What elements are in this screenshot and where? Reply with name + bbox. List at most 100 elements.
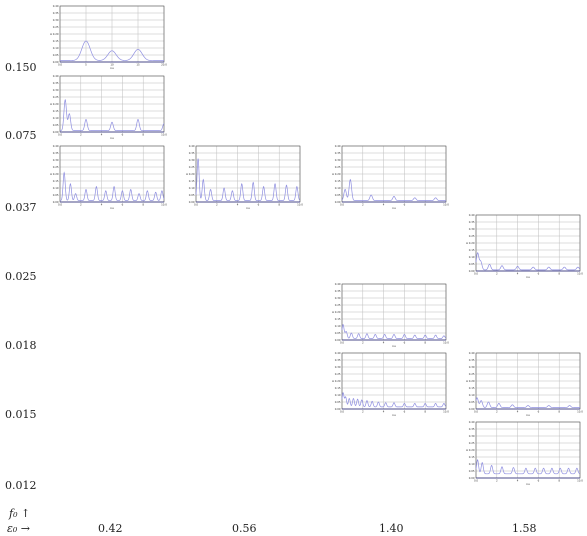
x-tick-label: 6 xyxy=(404,409,406,413)
panel-y-label: A xyxy=(50,32,53,36)
series-line xyxy=(475,397,580,408)
y-tick-label: 0.30 xyxy=(469,227,475,231)
x-tick-label: 0.0 xyxy=(474,409,478,413)
y-tick-label: 0.05 xyxy=(335,331,341,335)
x-tick-label: 0.0 xyxy=(340,409,344,413)
y-tick-label: 0.15 xyxy=(469,455,475,459)
x-tick-label: 0.0 xyxy=(340,202,344,206)
row-label-1: 0.075 xyxy=(5,129,37,142)
x-tick-label: 8 xyxy=(424,340,426,344)
panel-x-label: nu xyxy=(392,344,396,348)
y-tick-label: 0.15 xyxy=(189,179,195,183)
y-tick-label: 0.30 xyxy=(469,365,475,369)
row-label-3: 0.025 xyxy=(5,270,37,283)
x-tick-label: 6 xyxy=(404,340,406,344)
x-tick-label: 0.0 xyxy=(340,340,344,344)
panel-f0.075-e0.42: 0.00 0.05 0.10 0.15 0.20 0.25 0.30 0.35 0.40 0.0 2… xyxy=(50,74,167,140)
y-tick-label: 0.10 xyxy=(53,116,59,120)
panel-f0.037-e0.42: 0.00 0.05 0.10 0.15 0.20 0.25 0.30 0.35 0.40 0.0 2… xyxy=(50,144,167,210)
y-tick-label: 0.40 xyxy=(469,213,475,217)
x-tick-label: 4 xyxy=(517,409,519,413)
panel-y-label: A xyxy=(186,172,189,176)
x-tick-label: 5 xyxy=(85,62,87,66)
y-tick-label: 0.15 xyxy=(53,179,59,183)
x-tick-label: 6 xyxy=(122,132,124,136)
y-tick-label: 0.40 xyxy=(53,74,59,78)
x-tick-label: 10 xyxy=(110,62,114,66)
y-tick-label: 0.30 xyxy=(53,88,59,92)
y-tick-label: 0.40 xyxy=(469,351,475,355)
series-line xyxy=(60,98,165,131)
panel-x-label: nu xyxy=(110,206,114,210)
panel-y-label: A xyxy=(466,241,469,245)
x-tick-label: 10.0 xyxy=(577,478,583,482)
x-tick-label: 8 xyxy=(142,202,144,206)
panel-y-label: A xyxy=(332,310,335,314)
y-tick-label: 0.05 xyxy=(53,123,59,127)
panel-f0.015-e1.40: 0.00 0.05 0.10 0.15 0.20 0.25 0.30 0.35 0.40 0.0 2… xyxy=(332,351,449,417)
y-tick-label: 0.10 xyxy=(469,393,475,397)
y-tick-label: 0.05 xyxy=(335,400,341,404)
y-tick-label: 0.10 xyxy=(53,46,59,50)
y-tick-label: 0.00 xyxy=(53,60,59,64)
x-tick-label: 0.0 xyxy=(58,202,62,206)
panel-f0.150-e0.42: 0.000.050.100.150.200.250.300.350.400.0 5… xyxy=(50,4,167,70)
y-tick-label: 0.05 xyxy=(189,193,195,197)
x-tick-label: 10.0 xyxy=(577,271,583,275)
panel-y-label: A xyxy=(466,448,469,452)
x-tick-label: 4 xyxy=(101,132,103,136)
y-tick-label: 0.00 xyxy=(335,338,341,342)
panel-x-label: nu xyxy=(246,206,250,210)
y-tick-label: 0.15 xyxy=(469,248,475,252)
series-line xyxy=(341,178,446,201)
y-tick-label: 0.00 xyxy=(469,407,475,411)
row-label-5: 0.015 xyxy=(5,408,37,421)
x-tick-label: 10.0 xyxy=(161,132,167,136)
x-tick-label: 0.0 xyxy=(474,478,478,482)
panel-f0.015-e1.58: 0.00 0.05 0.10 0.15 0.20 0.25 0.30 0.35 0.40 0.0 2… xyxy=(466,351,583,417)
row-labels: 0.150 0.075 0.037 0.025 0.018 0.015 0.01… xyxy=(5,61,37,492)
y-tick-label: 0.35 xyxy=(469,358,475,362)
x-tick-label: 8 xyxy=(142,132,144,136)
x-tick-label: 0.0 xyxy=(194,202,198,206)
y-tick-label: 0.00 xyxy=(189,200,195,204)
series-line xyxy=(195,158,301,201)
x-tick-label: 4 xyxy=(383,202,385,206)
y-tick-label: 0.05 xyxy=(335,193,341,197)
x-tick-label: 6 xyxy=(404,202,406,206)
x-tick-label: 4 xyxy=(101,202,103,206)
x-tick-label: 10.0 xyxy=(443,202,449,206)
panel-f0.037-e1.40: 0.00 0.05 0.10 0.15 0.20 0.25 0.30 0.35 0.40 0.0 2… xyxy=(332,144,449,210)
series-line xyxy=(475,252,581,271)
y-tick-label: 0.20 xyxy=(335,310,341,314)
y-tick-label: 0.10 xyxy=(335,393,341,397)
y-tick-label: 0.05 xyxy=(53,53,59,57)
x-tick-label: 6 xyxy=(538,478,540,482)
x-tick-label: 8 xyxy=(558,409,560,413)
x-tick-label: 4 xyxy=(517,478,519,482)
panels: 0.000.050.100.150.200.250.300.350.400.0 5… xyxy=(50,4,583,486)
y-tick-label: 0.05 xyxy=(469,262,475,266)
row-label-4: 0.018 xyxy=(5,339,37,352)
x-tick-label: 2 xyxy=(362,340,364,344)
y-tick-label: 0.35 xyxy=(469,427,475,431)
y-tick-label: 0.00 xyxy=(53,130,59,134)
y-tick-label: 0.05 xyxy=(469,469,475,473)
y-tick-label: 0.30 xyxy=(335,296,341,300)
series-line xyxy=(60,40,164,61)
col-label-1: 0.56 xyxy=(232,522,257,535)
series-line xyxy=(59,171,165,201)
y-tick-label: 0.20 xyxy=(335,379,341,383)
y-tick-label: 0.35 xyxy=(53,151,59,155)
panel-y-label: A xyxy=(50,172,53,176)
x-tick-label: 0.0 xyxy=(58,62,62,66)
y-tick-label: 0.20 xyxy=(335,172,341,176)
y-tick-label: 0.35 xyxy=(53,81,59,85)
panel-y-label: A xyxy=(332,172,335,176)
y-tick-label: 0.10 xyxy=(469,462,475,466)
y-tick-label: 0.00 xyxy=(469,269,475,273)
y-tick-label: 0.30 xyxy=(53,158,59,162)
y-tick-label: 0.00 xyxy=(335,407,341,411)
x-tick-label: 0.0 xyxy=(474,271,478,275)
x-tick-label: 10.0 xyxy=(577,409,583,413)
